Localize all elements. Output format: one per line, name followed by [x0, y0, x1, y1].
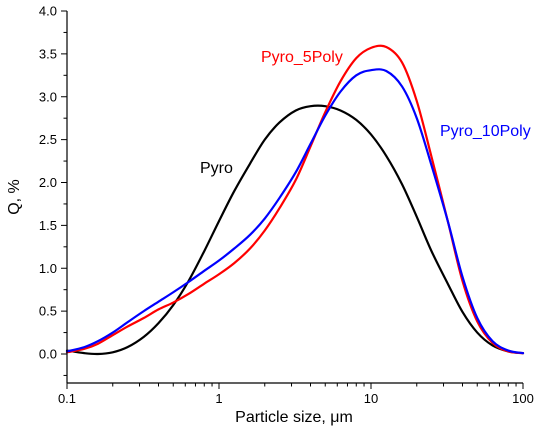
y-tick-label: 3.0: [39, 89, 57, 104]
y-tick-label: 4.0: [39, 4, 57, 19]
y-tick-label: 2.5: [39, 132, 57, 147]
x-tick-label: 1: [215, 391, 222, 406]
series-line-pyro-10poly: [65, 68, 525, 355]
series-label-pyro: Pyro: [200, 160, 233, 177]
y-axis-title: Q, %: [6, 179, 23, 215]
series-line-pyro-5poly: [65, 44, 525, 355]
axes-layer: [66, 11, 523, 384]
series-line-pyro: [65, 104, 525, 356]
series-layer: [65, 44, 525, 356]
series-label-pyro-10poly: Pyro_10Poly: [440, 123, 531, 140]
x-tick-label: 100: [512, 391, 534, 406]
y-tick-label: 0.0: [39, 347, 57, 362]
series-label-pyro-5poly: Pyro_5Poly: [261, 49, 343, 66]
tick-layer: [61, 10, 524, 389]
y-tick-label: 2.0: [39, 175, 57, 190]
x-tick-label: 0.1: [58, 391, 76, 406]
x-tick-label: 10: [364, 391, 378, 406]
y-tick-label: 1.5: [39, 218, 57, 233]
y-tick-label: 3.5: [39, 46, 57, 61]
y-tick-label: 0.5: [39, 304, 57, 319]
x-axis-title: Particle size, μm: [235, 409, 353, 426]
labels-layer: 0.0 0.5 1.0 1.5 2.0 2.5 3.0 3.5 4.0 0.1 1 10 100 Pyro…: [39, 4, 534, 407]
y-tick-label: 1.0: [39, 261, 57, 276]
